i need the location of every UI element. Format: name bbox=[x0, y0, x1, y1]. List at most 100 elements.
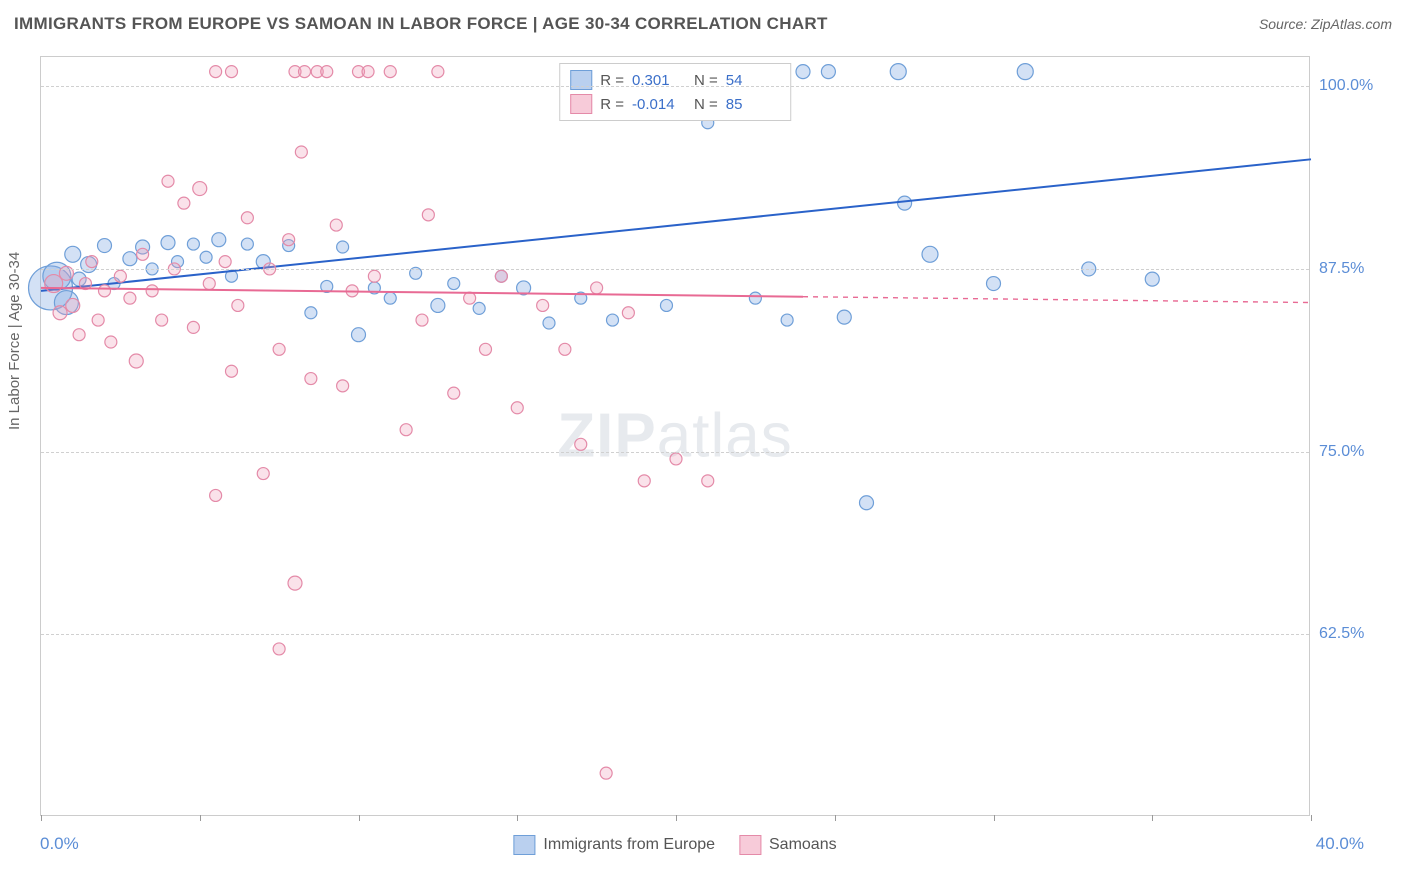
data-point bbox=[337, 380, 349, 392]
data-point bbox=[295, 146, 307, 158]
x-tick bbox=[1152, 815, 1153, 821]
gridline bbox=[41, 452, 1309, 453]
n-value: 85 bbox=[726, 96, 780, 113]
data-point bbox=[299, 66, 311, 78]
data-point bbox=[922, 246, 938, 262]
data-point bbox=[559, 343, 571, 355]
gridline bbox=[41, 269, 1309, 270]
data-point bbox=[400, 424, 412, 436]
data-point bbox=[384, 66, 396, 78]
x-tick bbox=[1311, 815, 1312, 821]
data-point bbox=[99, 285, 111, 297]
data-point bbox=[212, 233, 226, 247]
r-value: -0.014 bbox=[632, 96, 686, 113]
data-point bbox=[66, 298, 80, 312]
n-label: N = bbox=[694, 96, 718, 113]
x-tick bbox=[676, 815, 677, 821]
data-point bbox=[98, 239, 112, 253]
data-point bbox=[86, 256, 98, 268]
data-point bbox=[416, 314, 428, 326]
source-label: Source: ZipAtlas.com bbox=[1259, 16, 1392, 32]
y-tick-label: 75.0% bbox=[1319, 443, 1399, 461]
data-point bbox=[226, 365, 238, 377]
data-point bbox=[607, 314, 619, 326]
data-point bbox=[288, 576, 302, 590]
data-point bbox=[114, 270, 126, 282]
data-point bbox=[273, 643, 285, 655]
legend-item: Immigrants from Europe bbox=[513, 835, 715, 855]
x-max-label: 40.0% bbox=[1316, 834, 1364, 854]
data-point bbox=[702, 475, 714, 487]
swatch-samoans bbox=[739, 835, 761, 855]
data-point bbox=[283, 234, 295, 246]
data-point bbox=[432, 66, 444, 78]
x-tick bbox=[200, 815, 201, 821]
data-point bbox=[53, 306, 67, 320]
data-point bbox=[124, 292, 136, 304]
data-point bbox=[898, 196, 912, 210]
swatch-europe bbox=[513, 835, 535, 855]
data-point bbox=[368, 270, 380, 282]
data-point bbox=[362, 66, 374, 78]
legend-item: Samoans bbox=[739, 835, 837, 855]
data-point bbox=[473, 302, 485, 314]
data-point bbox=[352, 328, 366, 342]
data-point bbox=[146, 285, 158, 297]
data-point bbox=[448, 278, 460, 290]
data-point bbox=[156, 314, 168, 326]
data-point bbox=[422, 209, 434, 221]
chart-area: ZIPatlas R = 0.301 N = 54 R = -0.014 N =… bbox=[40, 56, 1310, 816]
data-point bbox=[749, 292, 761, 304]
data-point bbox=[511, 402, 523, 414]
legend-label: Immigrants from Europe bbox=[543, 836, 715, 854]
x-tick bbox=[41, 815, 42, 821]
data-point bbox=[575, 438, 587, 450]
legend-stats: R = 0.301 N = 54 R = -0.014 N = 85 bbox=[559, 63, 791, 121]
legend-label: Samoans bbox=[769, 836, 837, 854]
data-point bbox=[890, 64, 906, 80]
x-tick bbox=[517, 815, 518, 821]
gridline bbox=[41, 634, 1309, 635]
data-point bbox=[330, 219, 342, 231]
data-point bbox=[219, 256, 231, 268]
data-point bbox=[305, 307, 317, 319]
data-point bbox=[321, 66, 333, 78]
data-point bbox=[600, 767, 612, 779]
trend-line-dash bbox=[803, 297, 1311, 303]
data-point bbox=[431, 298, 445, 312]
legend-stats-row: R = 0.301 N = 54 bbox=[570, 68, 780, 92]
data-point bbox=[178, 197, 190, 209]
data-point bbox=[210, 66, 222, 78]
data-point bbox=[495, 270, 507, 282]
data-point bbox=[187, 238, 199, 250]
data-point bbox=[129, 354, 143, 368]
data-point bbox=[384, 292, 396, 304]
data-point bbox=[241, 238, 253, 250]
data-point bbox=[537, 299, 549, 311]
data-point bbox=[1017, 64, 1033, 80]
x-tick bbox=[835, 815, 836, 821]
x-tick bbox=[994, 815, 995, 821]
data-point bbox=[257, 468, 269, 480]
data-point bbox=[305, 373, 317, 385]
y-axis-label: In Labor Force | Age 30-34 bbox=[6, 252, 23, 430]
data-point bbox=[796, 65, 810, 79]
data-point bbox=[638, 475, 650, 487]
y-tick-label: 100.0% bbox=[1319, 77, 1399, 95]
data-point bbox=[193, 182, 207, 196]
data-point bbox=[92, 314, 104, 326]
x-tick bbox=[359, 815, 360, 821]
data-point bbox=[105, 336, 117, 348]
legend-stats-row: R = -0.014 N = 85 bbox=[570, 92, 780, 116]
data-point bbox=[161, 236, 175, 250]
legend-bottom: Immigrants from Europe Samoans bbox=[513, 835, 836, 855]
y-tick-label: 87.5% bbox=[1319, 260, 1399, 278]
data-point bbox=[162, 175, 174, 187]
data-point bbox=[241, 212, 253, 224]
data-point bbox=[65, 246, 81, 262]
data-point bbox=[781, 314, 793, 326]
chart-title: IMMIGRANTS FROM EUROPE VS SAMOAN IN LABO… bbox=[14, 14, 828, 34]
plot-svg bbox=[41, 57, 1309, 815]
data-point bbox=[187, 321, 199, 333]
data-point bbox=[226, 66, 238, 78]
